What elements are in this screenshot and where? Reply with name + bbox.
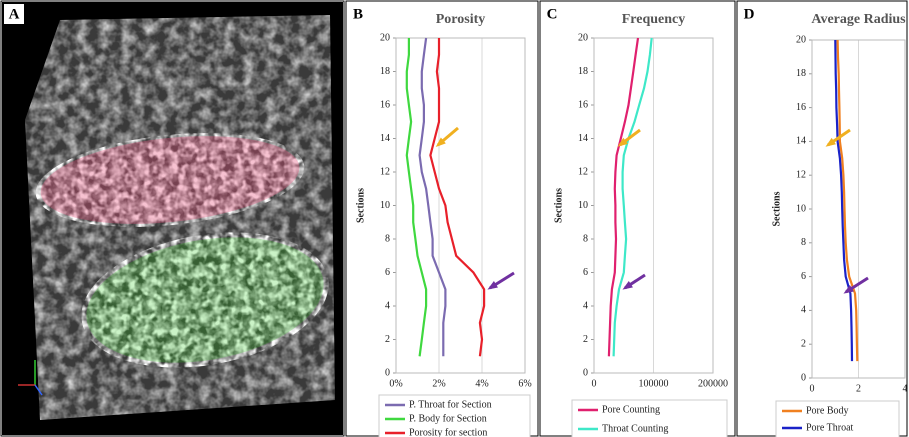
plot-frame — [593, 37, 714, 374]
y-tick-label: 6 — [385, 267, 390, 278]
y-tick-label: 2 — [801, 338, 806, 349]
y-tick-label: 20 — [380, 32, 390, 43]
y-tick-label: 18 — [578, 66, 588, 77]
y-tick-label: 18 — [796, 68, 806, 79]
plot-frame — [811, 39, 906, 379]
y-tick-label: 14 — [578, 133, 588, 144]
y-tick-label: 12 — [578, 166, 588, 177]
plot-frame — [395, 37, 526, 374]
y-tick-label: 10 — [578, 200, 588, 211]
panel-label-box — [348, 3, 368, 23]
legend-label: P. Body for Section — [409, 413, 487, 424]
series-line — [836, 39, 859, 362]
y-tick-label: 14 — [380, 133, 390, 144]
y-tick-label: 0 — [583, 367, 588, 378]
series-line — [405, 38, 428, 357]
panel-frame — [345, 0, 539, 437]
y-tick-label: 12 — [380, 166, 390, 177]
series-line — [418, 37, 447, 357]
y-tick-label: 14 — [796, 136, 806, 147]
x-tick-label: 100000 — [639, 378, 669, 389]
y-tick-label: 0 — [385, 367, 390, 378]
y-tick-label: 6 — [801, 271, 806, 282]
x-tick-label: 4% — [475, 378, 488, 389]
x-tick-label: 0 — [810, 383, 815, 394]
y-tick-label: 4 — [385, 300, 390, 311]
y-tick-label: 16 — [578, 99, 588, 110]
y-tick-label: 16 — [796, 102, 806, 113]
y-tick-label: 2 — [583, 334, 588, 345]
legend-label: Pore Body — [806, 405, 849, 416]
y-tick-label: 4 — [583, 300, 588, 311]
arrow-head — [435, 137, 446, 147]
legend-label: Pore Counting — [602, 404, 660, 415]
panel-label-box — [542, 3, 562, 23]
series-line — [607, 37, 640, 357]
series-line — [834, 39, 854, 362]
y-tick-label: 18 — [380, 66, 390, 77]
y-tick-label: 20 — [796, 34, 806, 45]
legend-label: Pore Throat — [806, 422, 854, 433]
y-axis-label: Sections — [355, 188, 366, 223]
x-tick-label: 200000 — [698, 378, 728, 389]
y-tick-label: 8 — [801, 237, 806, 248]
y-tick-label: 6 — [583, 267, 588, 278]
panel-label: D — [744, 6, 755, 22]
chart-title: Porosity — [436, 12, 486, 27]
legend-label: P. Throat for Section — [409, 399, 492, 410]
y-tick-label: 10 — [796, 203, 806, 214]
legend-label: Throat Counting — [602, 423, 668, 434]
chart-title: Average Radius — [811, 12, 906, 27]
y-tick-label: 10 — [380, 200, 390, 211]
y-tick-label: 20 — [578, 32, 588, 43]
y-axis-label: Sections — [771, 191, 782, 226]
arrow-head — [487, 281, 498, 290]
y-tick-label: 0 — [801, 372, 806, 383]
panel-label-box — [739, 3, 759, 23]
y-tick-label: 2 — [385, 334, 390, 345]
series-line — [612, 37, 653, 357]
panel-label: A — [9, 6, 20, 22]
y-tick-label: 8 — [385, 233, 390, 244]
x-tick-label: 2% — [432, 378, 445, 389]
y-tick-label: 8 — [583, 233, 588, 244]
arrow-head — [825, 137, 836, 147]
y-tick-label: 12 — [796, 169, 806, 180]
x-tick-label: 2 — [856, 383, 861, 394]
x-tick-label: 6% — [518, 378, 531, 389]
series-line — [429, 38, 486, 357]
y-axis-label: Sections — [553, 188, 564, 223]
x-tick-label: 4 — [903, 383, 908, 394]
arrow-head — [622, 280, 633, 290]
y-tick-label: 16 — [380, 99, 390, 110]
legend-label: Porosity for section — [409, 427, 487, 437]
legend-box — [378, 394, 531, 437]
image-panel: A — [2, 2, 343, 435]
chart-title: Frequency — [622, 12, 686, 27]
y-tick-label: 4 — [801, 305, 806, 316]
arrow-head — [617, 137, 628, 147]
panel-frame — [736, 0, 908, 437]
legend-box — [571, 399, 728, 437]
legend-box — [775, 400, 900, 437]
panel-frame — [539, 0, 736, 437]
x-tick-label: 0% — [389, 378, 402, 389]
panel-label: B — [353, 6, 363, 22]
panel-label: C — [547, 6, 558, 22]
arrow-head — [843, 284, 854, 294]
x-tick-label: 0 — [592, 378, 597, 389]
